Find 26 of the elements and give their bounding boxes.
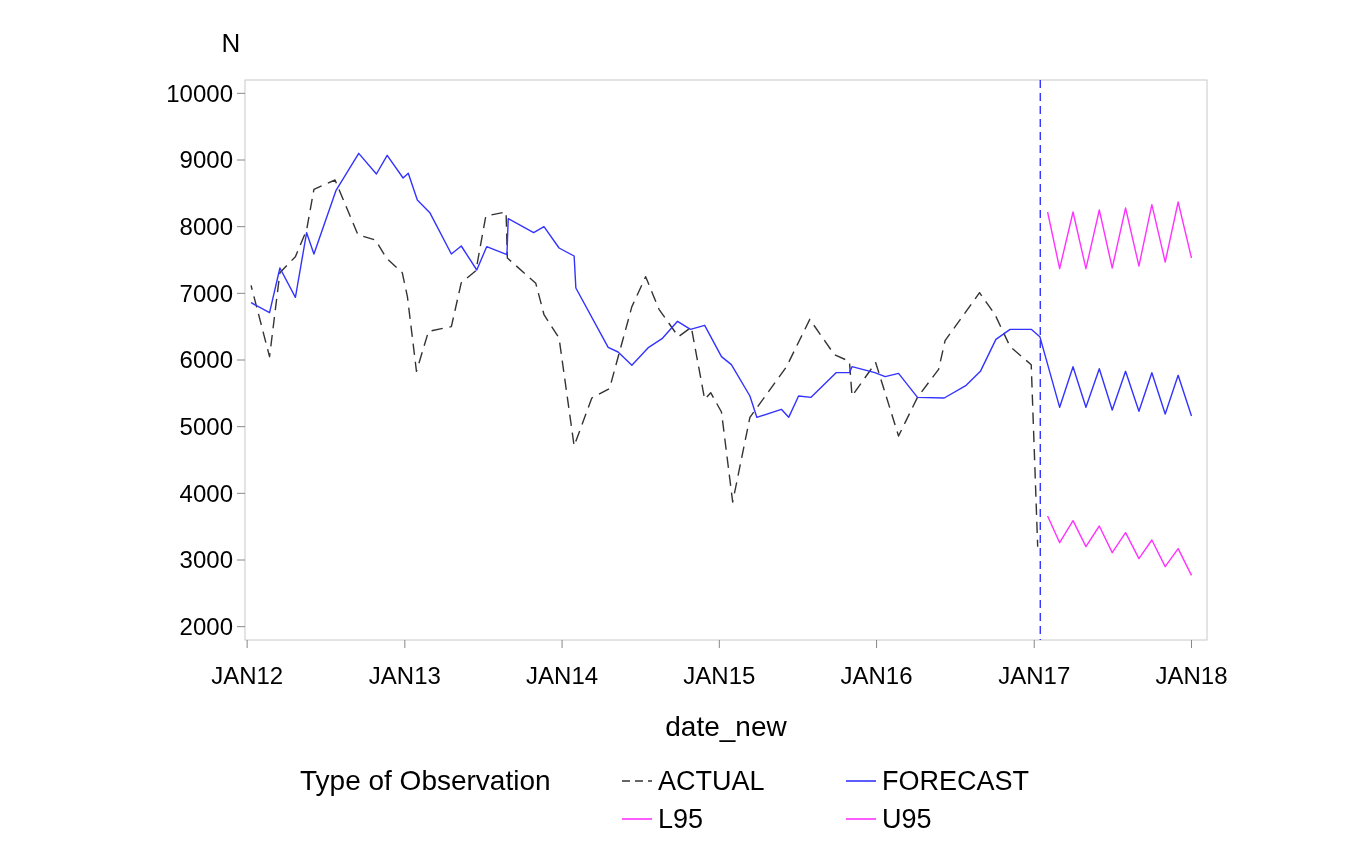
y-tick-label: 4000 bbox=[179, 479, 233, 507]
line-series bbox=[1046, 515, 1193, 577]
x-tick-label: JAN17 bbox=[998, 662, 1071, 689]
line-series bbox=[1046, 201, 1193, 270]
x-axis-title: date_new bbox=[665, 711, 788, 742]
x-tick-label: JAN16 bbox=[840, 662, 913, 689]
y-tick-label: 7000 bbox=[179, 279, 233, 307]
y-tick-label: 10000 bbox=[166, 79, 233, 107]
y-tick-label: 5000 bbox=[179, 413, 233, 441]
x-tick-label: JAN15 bbox=[683, 662, 756, 689]
line-series bbox=[250, 179, 1039, 548]
x-tick-label: JAN13 bbox=[368, 662, 441, 689]
y-tick-label: 9000 bbox=[179, 146, 233, 174]
legend-label: U95 bbox=[882, 804, 932, 834]
legend-label: ACTUAL bbox=[658, 766, 765, 796]
y-tick-label: 8000 bbox=[179, 213, 233, 241]
x-tick-label: JAN12 bbox=[211, 662, 284, 689]
legend-label: FORECAST bbox=[882, 766, 1030, 796]
x-tick-label: JAN14 bbox=[526, 662, 599, 689]
legend-label: L95 bbox=[658, 804, 704, 834]
y-tick-label: 2000 bbox=[179, 613, 233, 641]
y-tick-label: 3000 bbox=[179, 546, 233, 574]
y-axis-title: N bbox=[221, 28, 241, 58]
x-tick-label: JAN18 bbox=[1155, 662, 1228, 689]
y-tick-label: 6000 bbox=[179, 346, 233, 374]
legend-title: Type of Observation bbox=[300, 765, 551, 796]
